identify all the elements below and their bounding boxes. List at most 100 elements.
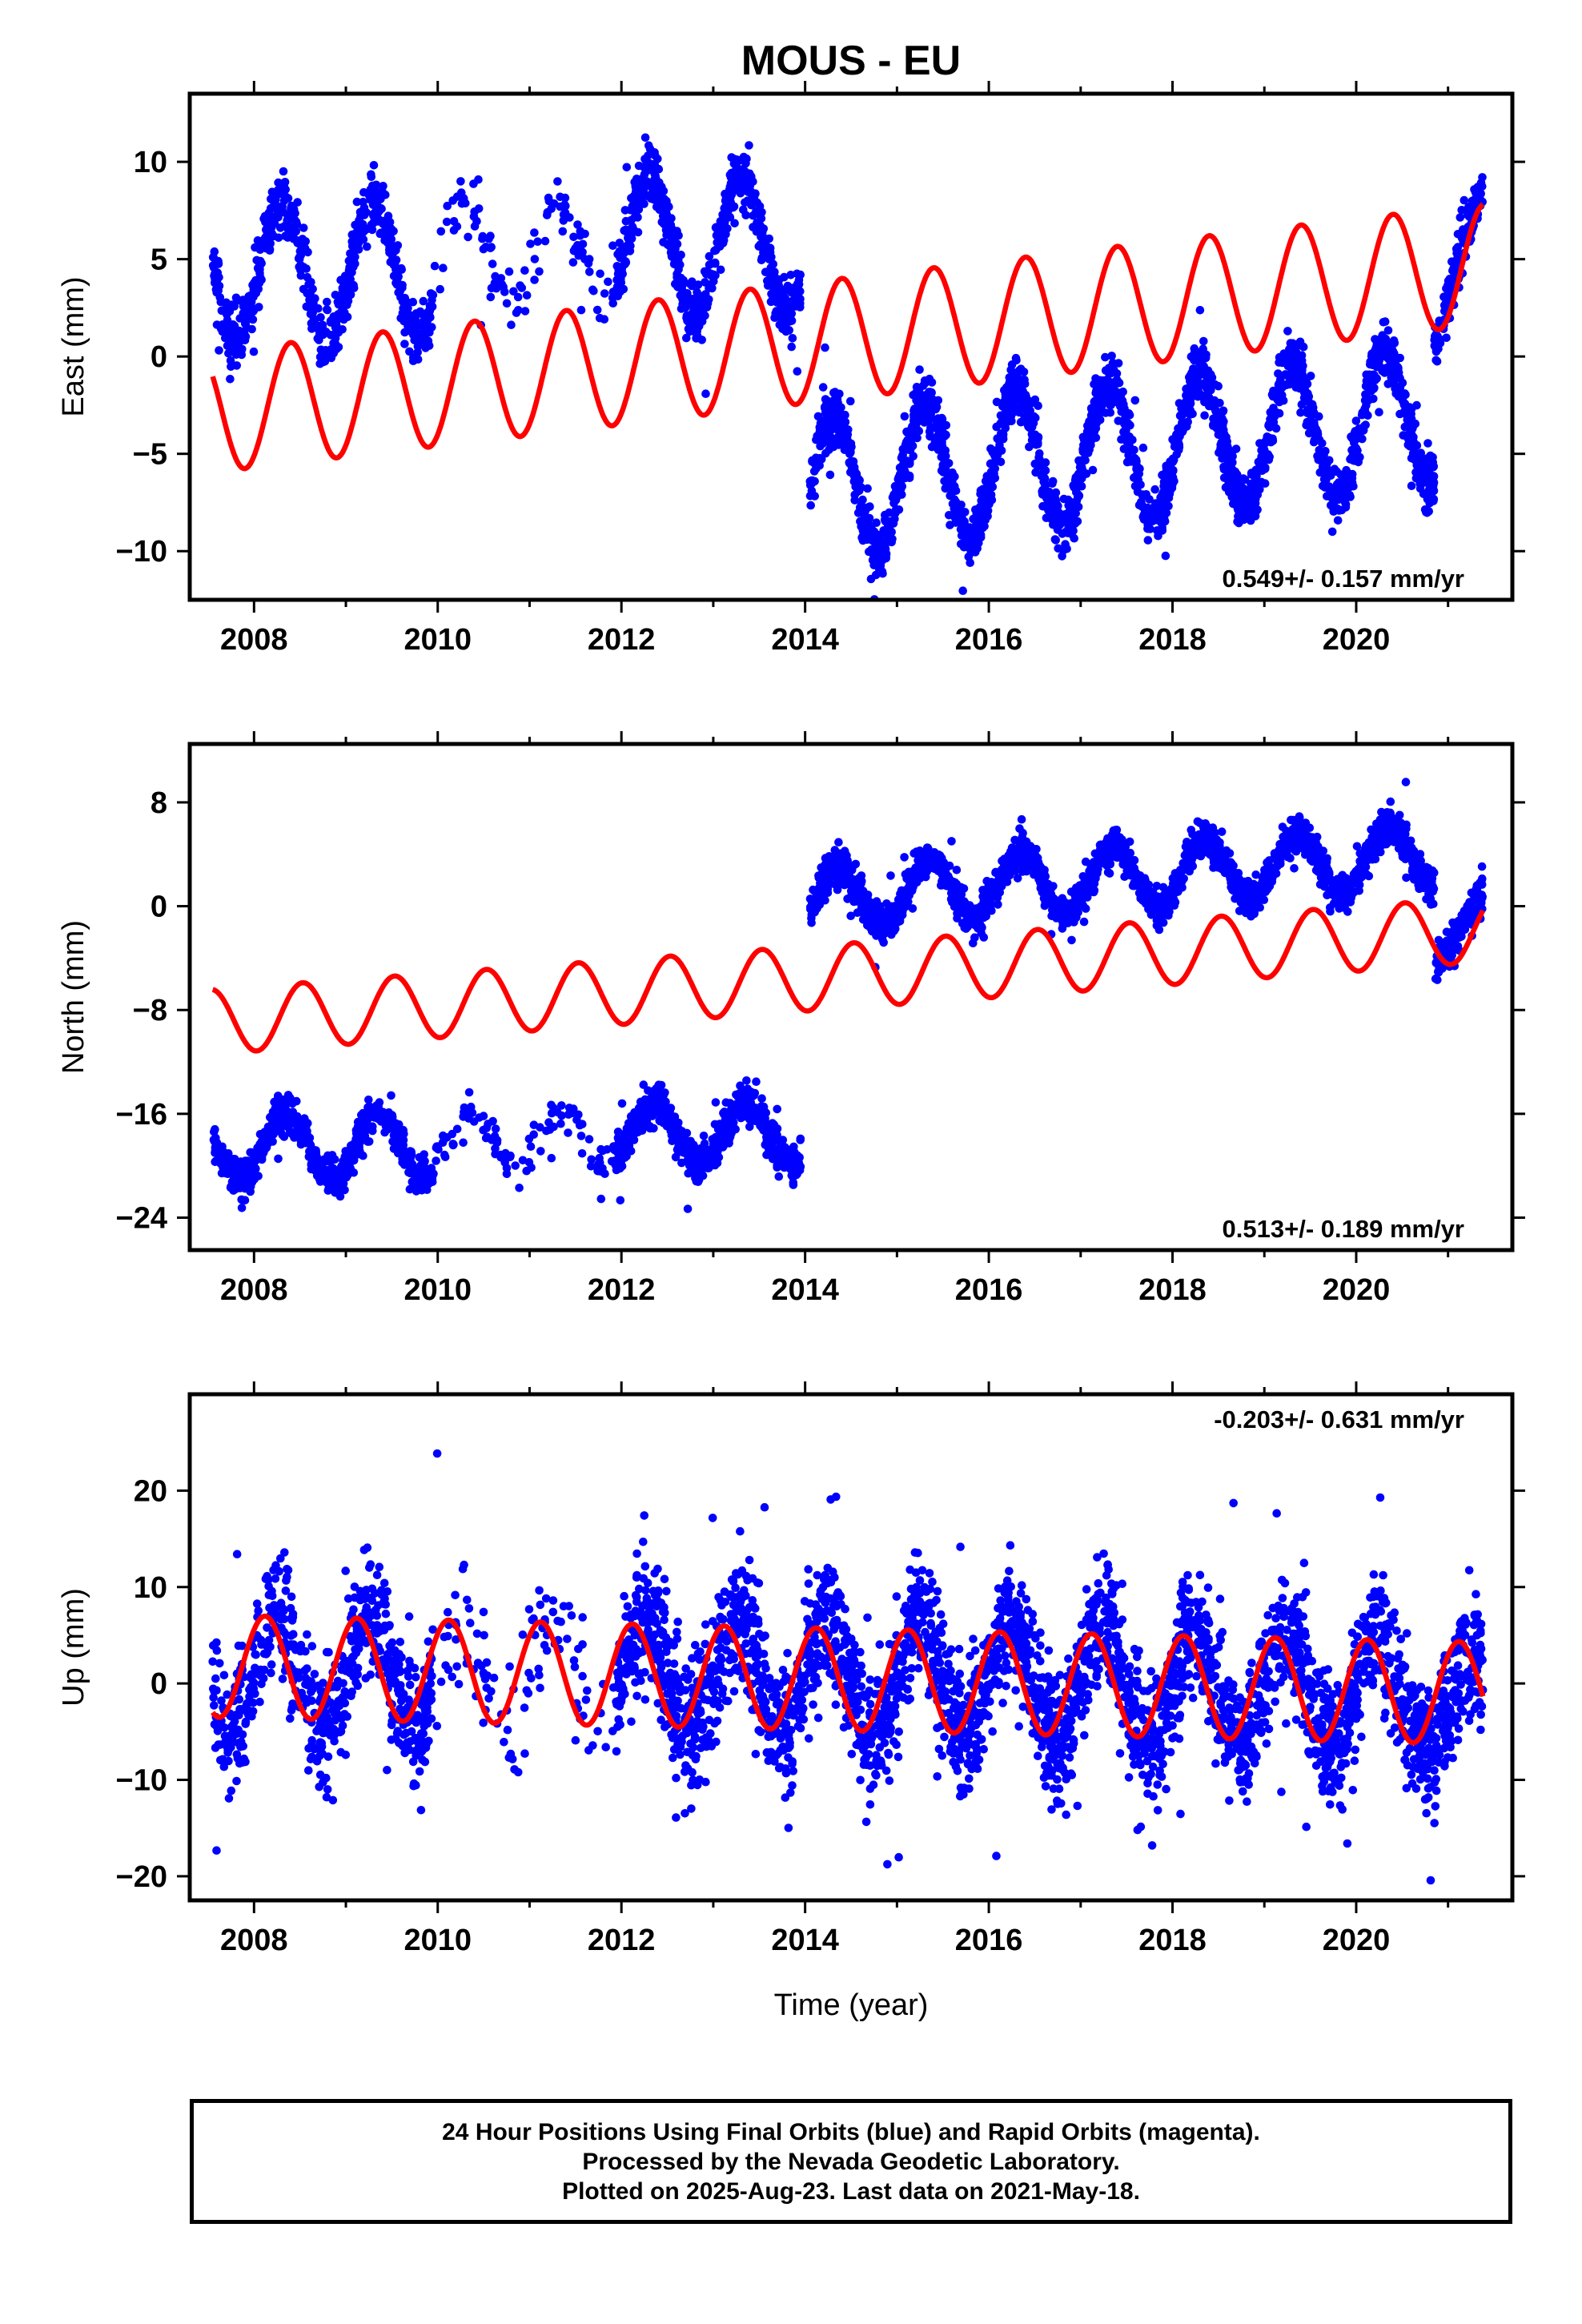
east-data-point <box>693 306 702 316</box>
east-data-point <box>240 336 250 345</box>
east-data-point <box>700 267 709 276</box>
east-data-point <box>1378 367 1387 376</box>
east-data-point <box>1001 392 1010 402</box>
east-data-point <box>267 212 276 222</box>
north-data-point <box>596 1194 606 1204</box>
north-data-point <box>557 1111 566 1120</box>
east-data-point <box>1186 352 1196 361</box>
east-data-point <box>705 295 713 304</box>
east-data-point <box>405 316 415 326</box>
east-data-point <box>752 227 761 236</box>
north-data-point <box>400 1129 408 1139</box>
east-data-point <box>1122 457 1132 467</box>
north-observation-points <box>209 778 1487 1213</box>
east-data-point <box>247 324 256 334</box>
east-data-point <box>808 456 817 465</box>
east-data-point <box>439 263 448 273</box>
east-data-point <box>925 388 934 396</box>
north-data-point <box>460 1108 468 1116</box>
east-data-point <box>1295 358 1304 367</box>
east-data-point <box>1235 502 1243 512</box>
east-data-point <box>249 285 259 295</box>
east-y-tick-label: 0 <box>151 340 167 374</box>
north-data-point <box>211 1156 221 1166</box>
east-data-point <box>624 234 632 243</box>
north-data-point <box>586 1162 596 1171</box>
east-data-point <box>413 355 423 364</box>
east-data-point <box>1199 362 1208 371</box>
east-data-point <box>540 236 550 246</box>
east-data-point <box>253 236 263 245</box>
east-data-point <box>1318 481 1327 491</box>
east-data-point <box>761 267 770 277</box>
east-data-point <box>385 218 395 227</box>
north-data-point <box>387 1091 396 1100</box>
east-data-point <box>820 432 829 442</box>
east-data-point <box>1101 352 1110 362</box>
east-data-point <box>625 247 635 255</box>
east-data-point <box>1383 326 1393 335</box>
east-data-point <box>1078 447 1088 456</box>
east-data-point <box>998 430 1008 439</box>
east-data-point <box>249 307 258 316</box>
east-data-point <box>1031 460 1041 469</box>
east-data-point <box>682 333 691 343</box>
east-data-point <box>1034 401 1042 410</box>
east-data-point <box>329 348 339 358</box>
east-data-point <box>1422 508 1431 517</box>
east-data-point <box>1215 430 1223 439</box>
east-data-point <box>1412 400 1421 410</box>
north-data-point <box>434 1145 443 1154</box>
east-data-point <box>291 217 301 227</box>
east-data-point <box>1088 465 1098 475</box>
east-data-point <box>1457 206 1466 215</box>
east-data-point <box>615 239 624 247</box>
east-data-point <box>892 505 901 514</box>
north-data-point <box>452 1124 462 1134</box>
east-data-point <box>287 203 295 213</box>
east-data-point <box>1090 380 1098 389</box>
east-data-point <box>1435 316 1443 325</box>
east-data-point <box>1223 467 1232 476</box>
east-data-point <box>331 320 341 330</box>
east-data-point <box>787 309 797 318</box>
north-data-point <box>502 1169 512 1179</box>
east-data-point <box>1124 444 1133 453</box>
east-rate-label: 0.549+/- 0.157 mm/yr <box>1223 565 1464 593</box>
east-data-point <box>1058 552 1066 561</box>
east-data-point <box>560 208 570 218</box>
east-data-point <box>1012 356 1021 365</box>
east-data-point <box>1168 435 1177 444</box>
east-data-point <box>367 170 375 179</box>
east-data-point <box>1025 442 1034 452</box>
east-data-point <box>340 271 350 280</box>
east-data-point <box>682 311 692 320</box>
east-data-point <box>1409 432 1418 442</box>
east-data-point <box>1191 368 1200 378</box>
north-data-point <box>421 1164 431 1173</box>
east-data-point <box>491 271 500 281</box>
east-data-point <box>1227 458 1237 468</box>
east-data-point <box>235 296 243 305</box>
east-data-point <box>1024 407 1033 416</box>
east-data-point <box>1117 408 1126 416</box>
east-data-point <box>469 212 479 221</box>
east-data-point <box>318 327 327 336</box>
north-data-point <box>511 1161 520 1170</box>
north-data-point <box>464 1088 474 1097</box>
east-data-point <box>421 344 430 352</box>
east-data-point <box>678 288 688 297</box>
north-data-point <box>400 1160 409 1169</box>
east-data-point <box>1106 400 1114 410</box>
north-data-point <box>389 1144 399 1153</box>
north-data-point <box>308 1152 317 1161</box>
east-data-point <box>1416 464 1425 473</box>
east-data-point <box>646 194 656 203</box>
east-data-point <box>1204 372 1214 381</box>
east-data-point <box>1050 535 1060 544</box>
east-data-point <box>487 283 496 293</box>
east-data-point <box>1083 440 1092 449</box>
east-data-point <box>1383 353 1392 363</box>
east-data-point <box>736 185 745 194</box>
north-data-point <box>272 1124 282 1132</box>
